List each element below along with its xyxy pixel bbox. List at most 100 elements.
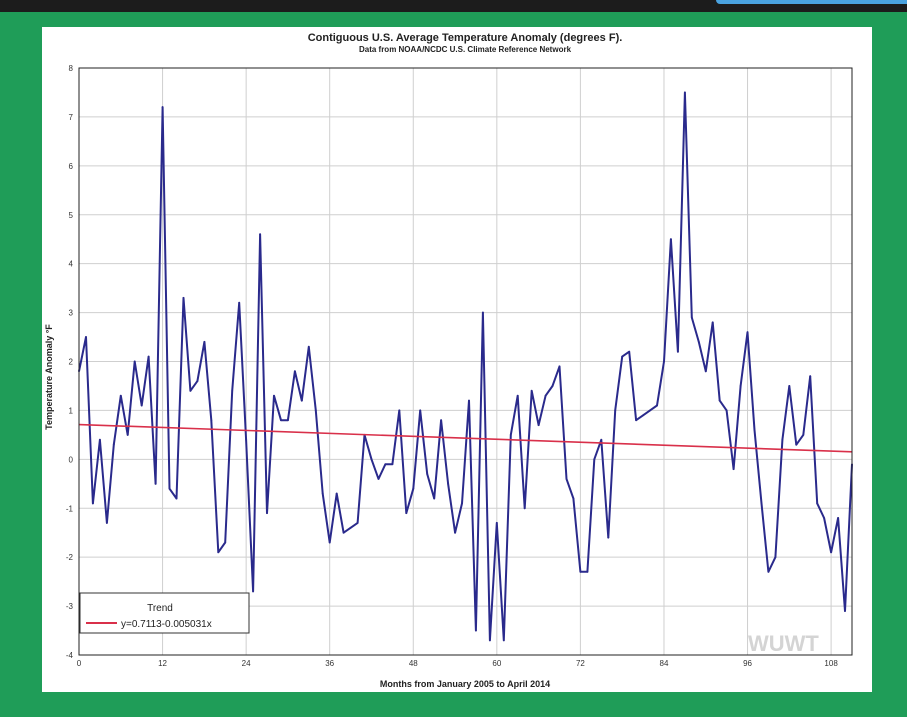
anomaly-point <box>154 482 157 485</box>
anomaly-point <box>468 399 470 402</box>
anomaly-point <box>140 404 143 407</box>
anomaly-point <box>461 502 463 505</box>
anomaly-point <box>760 502 763 505</box>
trend-line <box>78 423 853 453</box>
watermark: WUWT <box>748 631 819 656</box>
y-tick-label: 5 <box>69 211 74 220</box>
anomaly-point <box>85 336 87 338</box>
anomaly-point <box>537 424 540 426</box>
anomaly-point <box>196 380 199 382</box>
anomaly-series-line <box>78 91 853 642</box>
anomaly-point <box>475 629 477 632</box>
anomaly-point <box>767 570 770 573</box>
anomaly-point <box>607 536 610 539</box>
anomaly-point <box>161 106 164 109</box>
anomaly-point <box>231 389 234 392</box>
temperature-chart: Contiguous U.S. Average Temperature Anom… <box>44 32 853 689</box>
x-tick-label: 36 <box>325 659 334 668</box>
anomaly-point <box>293 370 296 373</box>
y-tick-label: 3 <box>69 309 74 318</box>
anomaly-point <box>774 556 777 559</box>
y-tick-label: -1 <box>66 504 74 513</box>
x-tick-label: 84 <box>660 659 669 668</box>
anomaly-point <box>168 487 171 490</box>
x-tick-label: 0 <box>77 659 82 668</box>
anomaly-point <box>342 531 345 534</box>
anomaly-point <box>558 365 561 368</box>
y-tick-label: 6 <box>69 162 74 171</box>
y-tick-label: 8 <box>69 64 74 73</box>
anomaly-point <box>642 414 644 417</box>
anomaly-point <box>739 385 742 387</box>
anomaly-point <box>273 394 275 397</box>
anomaly-point <box>419 409 422 412</box>
legend: Trend y=0.7113-0.005031x <box>79 592 250 634</box>
anomaly-point <box>391 463 394 466</box>
anomaly-point <box>795 443 798 446</box>
y-axis-label: Temperature Anomaly °F <box>44 324 54 430</box>
anomaly-point <box>502 639 505 642</box>
anomaly-point <box>844 610 846 612</box>
anomaly-point <box>440 419 443 422</box>
y-tick-labels: -4 -3 -2 -1 0 1 2 3 4 5 6 7 8 <box>66 64 74 660</box>
x-axis-label: Months from January 2005 to April 2014 <box>380 679 550 689</box>
anomaly-point <box>809 375 812 378</box>
anomaly-point <box>663 360 665 363</box>
anomaly-point <box>677 350 679 353</box>
anomaly-point <box>600 438 603 441</box>
anomaly-point <box>704 370 707 373</box>
anomaly-point <box>217 551 220 554</box>
anomaly-point <box>112 443 115 446</box>
anomaly-point <box>98 438 101 441</box>
anomaly-point <box>565 478 568 480</box>
anomaly-point <box>482 311 484 314</box>
anomaly-point <box>105 522 108 524</box>
anomaly-point <box>586 570 589 573</box>
anomaly-point <box>788 385 791 387</box>
anomaly-point <box>370 458 373 461</box>
anomaly-point <box>579 570 582 573</box>
anomaly-point <box>454 531 456 534</box>
anomaly-point <box>823 517 826 519</box>
anomaly-point <box>572 497 575 500</box>
x-tick-label: 60 <box>492 659 501 668</box>
x-tick-label: 108 <box>824 659 838 668</box>
y-tick-label: 4 <box>69 260 74 269</box>
anomaly-point <box>224 541 227 544</box>
chart-subtitle: Data from NOAA/NCDC U.S. Climate Referen… <box>359 45 572 54</box>
top-bar-accent <box>716 0 907 4</box>
anomaly-point <box>530 389 533 392</box>
anomaly-point <box>683 91 686 94</box>
anomaly-point <box>593 458 596 461</box>
anomaly-point <box>398 409 401 412</box>
anomaly-point <box>509 433 512 436</box>
anomaly-point <box>837 517 839 519</box>
x-tick-label: 24 <box>242 659 251 668</box>
x-tick-label: 96 <box>743 659 752 668</box>
anomaly-point <box>119 394 122 397</box>
anomaly-point <box>210 419 213 422</box>
anomaly-point <box>781 438 784 441</box>
anomaly-point <box>238 301 241 304</box>
anomaly-point <box>746 331 749 334</box>
plot-area-border <box>78 67 853 656</box>
anomaly-point <box>649 409 651 412</box>
anomaly-point <box>377 478 380 480</box>
anomaly-point <box>126 433 129 436</box>
anomaly-point <box>697 341 700 343</box>
anomaly-point <box>245 438 248 441</box>
anomaly-point <box>307 345 310 348</box>
anomaly-point <box>328 541 331 544</box>
chart-title: Contiguous U.S. Average Temperature Anom… <box>308 32 623 44</box>
anomaly-point <box>335 492 338 495</box>
anomaly-point <box>656 404 658 407</box>
window-top-bar <box>0 0 907 12</box>
anomaly-point <box>802 433 805 436</box>
anomaly-point <box>614 409 617 412</box>
anomaly-point <box>495 522 498 524</box>
anomaly-point <box>147 355 150 358</box>
anomaly-point <box>314 409 317 412</box>
legend-title: Trend <box>147 603 173 614</box>
x-tick-label: 12 <box>158 659 167 668</box>
anomaly-point <box>711 321 714 324</box>
